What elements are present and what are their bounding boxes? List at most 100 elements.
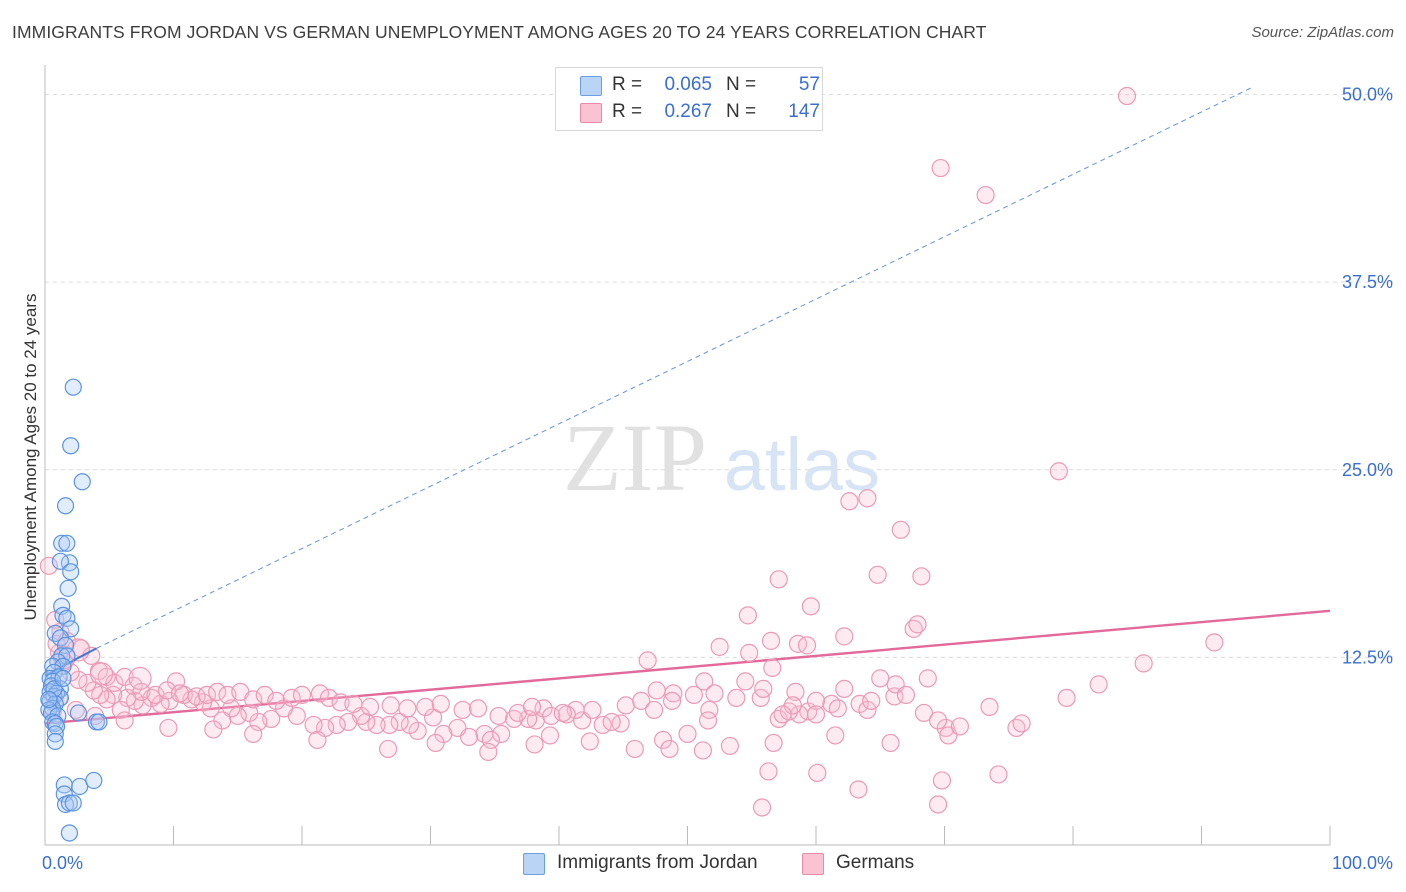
data-point-germans <box>361 697 380 717</box>
data-point-germans <box>308 730 327 750</box>
data-point-germans <box>244 724 263 744</box>
data-point-germans <box>344 694 363 714</box>
data-point-germans <box>616 696 635 715</box>
data-point-germans <box>736 672 755 691</box>
data-point-jordan <box>62 437 80 455</box>
data-point-germans <box>980 697 999 717</box>
data-point-germans <box>390 712 409 732</box>
data-point-jordan <box>64 794 82 812</box>
data-point-germans <box>678 724 697 744</box>
points-jordan <box>40 378 108 842</box>
trend-lines-jordan <box>44 86 1254 677</box>
data-point-germans <box>783 696 802 715</box>
data-point-germans <box>918 669 937 688</box>
data-point-germans <box>489 706 508 726</box>
data-point-germans <box>908 615 927 634</box>
data-point-jordan <box>58 609 76 627</box>
data-point-jordan <box>54 657 72 675</box>
data-point-germans <box>1012 714 1031 733</box>
data-point-germans <box>764 733 783 753</box>
trend-line-jordan-dashed <box>96 86 1254 649</box>
data-point-jordan <box>62 563 80 581</box>
data-point-germans <box>720 736 740 756</box>
grid-lines <box>45 94 1395 658</box>
x-tick-label: 0.0% <box>42 853 83 873</box>
data-point-germans <box>754 679 773 698</box>
data-point-germans <box>327 715 346 735</box>
data-point-germans <box>759 762 778 781</box>
data-point-germans <box>380 715 399 735</box>
data-point-jordan <box>51 552 70 570</box>
data-point-germans <box>950 717 970 736</box>
data-point-germans <box>431 694 450 714</box>
data-point-germans <box>39 556 58 575</box>
y-tick-labels: 12.5% 25.0% 37.5% 50.0% <box>1342 85 1393 668</box>
data-point-germans <box>625 739 644 759</box>
data-point-germans <box>693 741 713 760</box>
data-point-germans <box>786 682 805 702</box>
data-point-germans <box>611 714 630 733</box>
data-point-germans <box>426 733 445 753</box>
data-point-germans <box>267 691 286 711</box>
data-point-germans <box>788 634 808 653</box>
data-point-germans <box>540 726 560 745</box>
data-point-germans <box>204 720 223 739</box>
data-point-germans <box>479 742 498 762</box>
data-point-germans <box>638 651 657 670</box>
data-point-germans <box>522 697 542 717</box>
data-point-germans <box>468 699 488 718</box>
y-axis-label: Unemployment Among Ages 20 to 24 years <box>21 293 40 621</box>
data-point-germans <box>858 489 877 508</box>
data-point-germans <box>240 703 259 723</box>
data-point-germans <box>580 732 599 751</box>
data-point-jordan <box>40 690 58 709</box>
data-point-germans <box>738 606 757 625</box>
data-point-germans <box>826 726 845 745</box>
data-point-germans <box>849 780 868 799</box>
data-point-germans <box>763 658 782 677</box>
legend-swatch-jordan <box>580 76 602 96</box>
data-point-germans <box>912 567 931 586</box>
data-point-germans <box>1205 633 1224 652</box>
data-point-germans <box>644 700 664 720</box>
data-point-germans <box>710 637 729 656</box>
data-point-germans <box>583 700 602 720</box>
data-point-germans <box>542 706 561 726</box>
y-tick-label: 50.0% <box>1342 85 1393 105</box>
data-point-germans <box>519 709 538 729</box>
watermark-zip: ZIP <box>563 404 707 511</box>
data-point-germans <box>840 492 859 511</box>
data-point-germans <box>244 690 263 709</box>
legend-n-label: N = <box>726 74 757 95</box>
data-point-germans <box>525 735 544 754</box>
data-point-germans <box>828 699 847 718</box>
data-point-germans <box>862 691 881 711</box>
data-point-germans <box>602 712 621 732</box>
bottom-legend-label-jordan: Immigrants from Jordan <box>557 852 758 873</box>
data-point-germans <box>740 643 759 662</box>
y-tick-label: 37.5% <box>1342 272 1393 292</box>
x-tick-label: 100.0% <box>1332 853 1393 873</box>
data-point-germans <box>339 712 358 732</box>
source-label: Source: ZipAtlas.com <box>1251 24 1394 41</box>
data-point-germans <box>304 715 323 735</box>
data-point-germans <box>881 733 900 753</box>
data-point-germans <box>662 691 682 711</box>
data-point-germans <box>914 703 934 723</box>
legend-swatch-germans <box>580 103 602 123</box>
data-point-germans <box>159 718 178 738</box>
bottom-legend-swatch-jordan <box>523 853 545 875</box>
data-point-germans <box>416 697 435 717</box>
data-point-germans <box>989 765 1008 784</box>
data-point-germans <box>871 669 890 688</box>
data-point-germans <box>534 699 553 718</box>
data-point-germans <box>932 771 952 790</box>
data-point-jordan <box>54 669 72 687</box>
data-point-germans <box>769 570 788 589</box>
chart-title: IMMIGRANTS FROM JORDAN VS GERMAN UNEMPLO… <box>12 22 987 42</box>
data-point-germans <box>931 158 950 178</box>
data-point-germans <box>553 703 572 723</box>
data-point-jordan <box>59 579 77 597</box>
data-point-germans <box>752 798 772 817</box>
data-point-germans <box>653 730 673 750</box>
